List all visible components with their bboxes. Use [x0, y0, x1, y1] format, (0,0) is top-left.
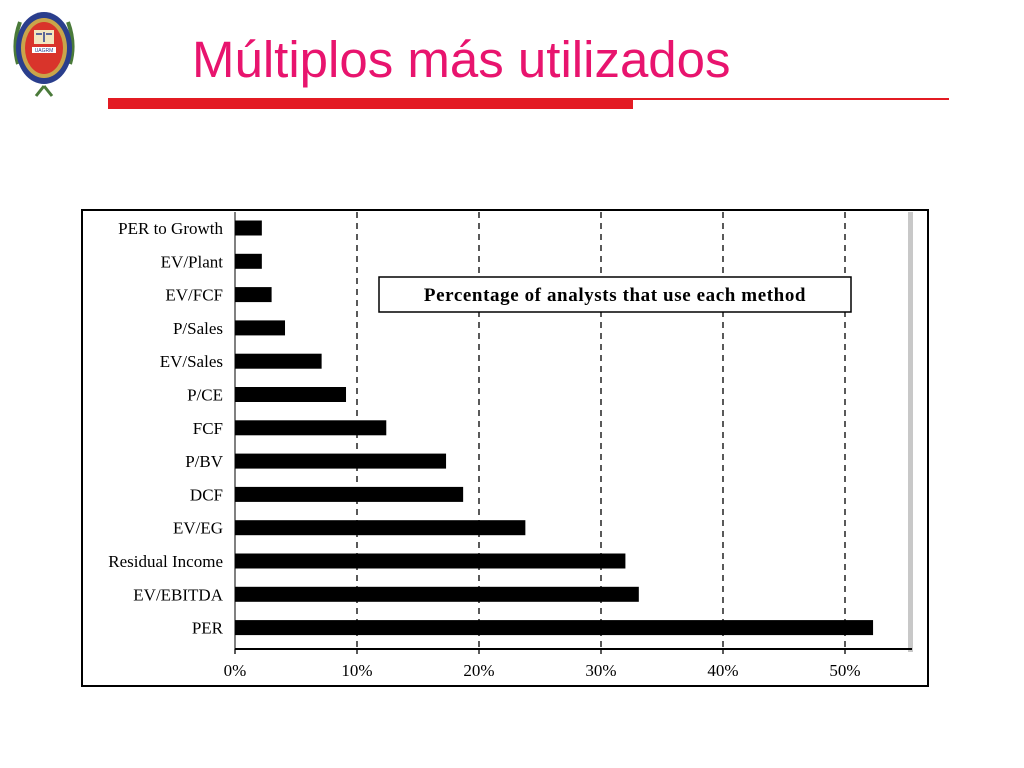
- category-label-ev-ebitda: EV/EBITDA: [133, 585, 223, 604]
- x-tick-label-0: 0%: [224, 661, 247, 680]
- bar-ev-ebitda: [235, 586, 639, 602]
- category-label-ev-plant: EV/Plant: [161, 252, 224, 271]
- category-label-p-sales: P/Sales: [173, 319, 223, 338]
- category-label-ev-fcf: EV/FCF: [165, 286, 223, 305]
- category-label-p-bv: P/BV: [185, 452, 224, 471]
- category-label-ev-eg: EV/EG: [173, 519, 223, 538]
- chart-title: Percentage of analysts that use each met…: [424, 285, 806, 306]
- bar-chart: PER to Growth EV/Plant EV/FCF P/Sales EV/Sal…: [81, 209, 929, 687]
- bar-ev-fcf: [235, 287, 272, 303]
- category-label-p-ce: P/CE: [187, 386, 223, 405]
- bar-p-bv: [235, 453, 447, 469]
- x-tick-label-30: 30%: [585, 661, 616, 680]
- x-tick-label-40: 40%: [707, 661, 738, 680]
- bar-ev-eg: [235, 520, 526, 536]
- university-logo-icon: UAGRM: [13, 12, 75, 97]
- category-label-fcf: FCF: [193, 419, 223, 438]
- category-label-per: PER: [192, 619, 224, 638]
- category-label-ev-sales: EV/Sales: [160, 352, 223, 371]
- category-label-residual-income: Residual Income: [108, 552, 223, 571]
- title-underline: [108, 98, 633, 109]
- x-tick-label-50: 50%: [829, 661, 860, 680]
- category-label-dcf: DCF: [190, 485, 223, 504]
- bar-residual-income: [235, 553, 626, 569]
- x-tick-label-10: 10%: [341, 661, 372, 680]
- category-label-per-to-growth: PER to Growth: [118, 219, 223, 238]
- bar-p-ce: [235, 387, 347, 402]
- bar-p-sales: [235, 320, 286, 336]
- bar-ev-plant: [235, 253, 262, 269]
- bar-fcf: [235, 420, 387, 436]
- page-title: Múltiplos más utilizados: [192, 31, 731, 88]
- bar-ev-sales: [235, 353, 322, 369]
- x-tick-labels: 0% 10% 20% 30% 40% 50%: [224, 649, 861, 680]
- bar-dcf: [235, 486, 464, 502]
- chart-shadow: [908, 212, 913, 652]
- bar-per: [235, 620, 874, 636]
- x-tick-label-20: 20%: [463, 661, 494, 680]
- logo-text: UAGRM: [35, 48, 54, 54]
- category-labels: PER to Growth EV/Plant EV/FCF P/Sales EV/Sal…: [108, 219, 223, 638]
- chart-title-box: Percentage of analysts that use each met…: [378, 276, 852, 313]
- title-underline-thin: [633, 98, 949, 100]
- grid-lines: [356, 212, 846, 649]
- bars: [235, 220, 874, 636]
- bar-per-to-growth: [235, 220, 262, 236]
